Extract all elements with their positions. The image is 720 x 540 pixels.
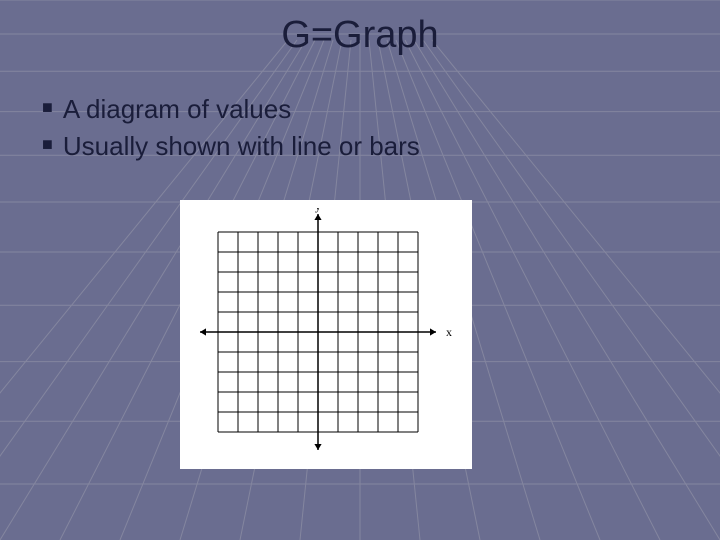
- bullet-text: Usually shown with line or bars: [63, 129, 420, 164]
- coordinate-grid-figure: yx: [180, 200, 472, 469]
- coordinate-grid-svg: yx: [188, 208, 458, 456]
- bullet-text: A diagram of values: [63, 92, 291, 127]
- list-item: ■ Usually shown with line or bars: [42, 129, 690, 164]
- list-item: ■ A diagram of values: [42, 92, 690, 127]
- bullet-icon: ■: [42, 92, 53, 122]
- bullet-list: ■ A diagram of values ■ Usually shown wi…: [42, 90, 690, 166]
- slide: G=Graph ■ A diagram of values ■ Usually …: [0, 0, 720, 540]
- svg-text:x: x: [446, 325, 452, 339]
- slide-title: G=Graph: [0, 14, 720, 57]
- svg-text:y: y: [315, 208, 321, 213]
- bullet-icon: ■: [42, 129, 53, 159]
